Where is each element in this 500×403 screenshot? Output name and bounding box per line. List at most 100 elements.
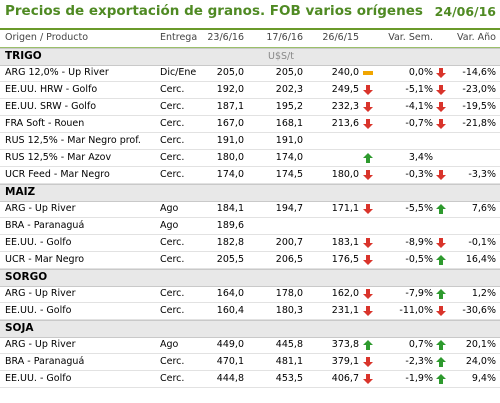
delivery-cell: Cerc.: [160, 135, 185, 146]
price-date-3-cell: 240,0: [331, 67, 359, 78]
table-row: BRA - Paranaguá Ago 189,6: [0, 218, 500, 235]
product-cell: RUS 12,5% - Mar Negro prof.: [5, 135, 141, 146]
arrow-down-icon: [363, 255, 373, 265]
delivery-cell: Cerc.: [160, 356, 185, 367]
arrow-up-icon: [436, 204, 446, 214]
price-date-2-cell: 202,3: [275, 84, 303, 95]
product-cell: EE.UU. - Golfo: [5, 237, 72, 248]
price-date-2-cell: 200,7: [275, 237, 303, 248]
var-week-cell: 0,7%: [408, 339, 433, 350]
price-date-1-cell: 470,1: [216, 356, 244, 367]
var-week-cell: -5,5%: [405, 203, 433, 214]
var-week-cell: -11,0%: [399, 305, 433, 316]
delivery-cell: Cerc.: [160, 84, 185, 95]
section-name: SOJA: [5, 322, 34, 334]
var-year-cell: -30,6%: [462, 305, 496, 316]
section-header-maiz: MAIZ: [0, 184, 500, 202]
var-week-cell: -7,9%: [405, 288, 433, 299]
table-row: FRA Soft - Rouen Cerc. 167,0 168,1 213,6 -0,7…: [0, 116, 500, 133]
arrow-up-icon: [436, 255, 446, 265]
arrow-down-icon: [436, 238, 446, 248]
delivery-cell: Cerc.: [160, 169, 185, 180]
price-date-3-cell: 406,7: [331, 373, 359, 384]
table-row: BRA - Paranaguá Cerc. 470,1 481,1 379,1 -2,3%…: [0, 354, 500, 371]
header-date-1: 23/6/16: [207, 32, 244, 43]
product-cell: FRA Soft - Rouen: [5, 118, 85, 129]
price-date-2-cell: 195,2: [275, 101, 303, 112]
price-date-2-cell: 205,0: [275, 67, 303, 78]
flat-dash-mark: [363, 71, 373, 75]
table-row: ARG - Up River Cerc. 164,0 178,0 162,0 -7,9% 1…: [0, 286, 500, 303]
delivery-cell: Ago: [160, 203, 179, 214]
arrow-down-icon: [436, 68, 446, 78]
arrow-down-icon: [363, 204, 373, 214]
price-date-3-cell: 249,5: [331, 84, 359, 95]
header-date-3: 26/6/15: [322, 32, 359, 43]
report-date: 24/06/16: [434, 4, 496, 19]
price-date-2-cell: 481,1: [275, 356, 303, 367]
var-week-cell: 0,0%: [408, 67, 433, 78]
var-year-cell: -14,6%: [462, 67, 496, 78]
price-date-2-cell: 174,0: [275, 152, 303, 163]
arrow-up-icon: [363, 153, 373, 163]
product-cell: BRA - Paranaguá: [5, 220, 85, 231]
price-date-3-cell: 180,0: [331, 169, 359, 180]
product-cell: UCR - Mar Negro: [5, 254, 85, 265]
var-week-cell: 3,4%: [408, 152, 433, 163]
price-date-1-cell: 187,1: [216, 101, 244, 112]
price-date-1-cell: 205,0: [216, 67, 244, 78]
price-date-3-cell: 232,3: [331, 101, 359, 112]
header-var-year: Var. Año: [457, 32, 496, 43]
price-date-1-cell: 160,4: [216, 305, 244, 316]
arrow-down-icon: [363, 306, 373, 316]
delivery-cell: Ago: [160, 220, 179, 231]
product-cell: ARG - Up River: [5, 203, 76, 214]
unit-label: U$S/t: [268, 51, 294, 62]
arrow-up-icon: [436, 340, 446, 350]
product-cell: EE.UU. SRW - Golfo: [5, 101, 97, 112]
header-delivery: Entrega: [160, 32, 198, 43]
price-date-2-cell: 191,0: [275, 135, 303, 146]
price-date-2-cell: 180,3: [275, 305, 303, 316]
var-year-cell: -0,1%: [468, 237, 496, 248]
price-date-2-cell: 178,0: [275, 288, 303, 299]
table-row: RUS 12,5% - Mar Azov Cerc. 180,0 174,0 3,4%: [0, 150, 500, 167]
price-date-3-cell: 373,8: [331, 339, 359, 350]
arrow-down-icon: [436, 306, 446, 316]
price-date-1-cell: 174,0: [216, 169, 244, 180]
price-date-2-cell: 445,8: [275, 339, 303, 350]
var-week-cell: -8,9%: [405, 237, 433, 248]
arrow-down-icon: [436, 85, 446, 95]
section-name: SORGO: [5, 271, 48, 283]
product-cell: EE.UU. HRW - Golfo: [5, 84, 98, 95]
price-date-3-cell: 183,1: [331, 237, 359, 248]
price-date-2-cell: 194,7: [275, 203, 303, 214]
arrow-down-icon: [436, 102, 446, 112]
delivery-cell: Cerc.: [160, 101, 185, 112]
arrow-down-icon: [363, 85, 373, 95]
price-date-1-cell: 191,0: [216, 135, 244, 146]
price-date-1-cell: 444,8: [216, 373, 244, 384]
price-date-3-cell: 231,1: [331, 305, 359, 316]
price-date-3-cell: 162,0: [331, 288, 359, 299]
section-name: MAIZ: [5, 186, 36, 198]
page-title: Precios de exportación de granos. FOB va…: [5, 3, 423, 19]
price-date-1-cell: 189,6: [216, 220, 244, 231]
var-year-cell: -23,0%: [462, 84, 496, 95]
price-date-1-cell: 184,1: [216, 203, 244, 214]
var-year-cell: -3,3%: [468, 169, 496, 180]
arrow-down-icon: [363, 374, 373, 384]
section-header-trigo: TRIGO U$S/t: [0, 48, 500, 66]
price-date-3-cell: 379,1: [331, 356, 359, 367]
delivery-cell: Cerc.: [160, 237, 185, 248]
column-headers: Origen / Producto Entrega 23/6/16 17/6/1…: [0, 29, 500, 48]
product-cell: UCR Feed - Mar Negro: [5, 169, 110, 180]
arrow-up-icon: [436, 289, 446, 299]
arrow-down-icon: [363, 119, 373, 129]
var-year-cell: 24,0%: [465, 356, 496, 367]
product-cell: EE.UU. - Golfo: [5, 305, 72, 316]
table-row: ARG - Up River Ago 449,0 445,8 373,8 0,7% 20,1…: [0, 337, 500, 354]
var-year-cell: 9,4%: [471, 373, 496, 384]
product-cell: BRA - Paranaguá: [5, 356, 85, 367]
